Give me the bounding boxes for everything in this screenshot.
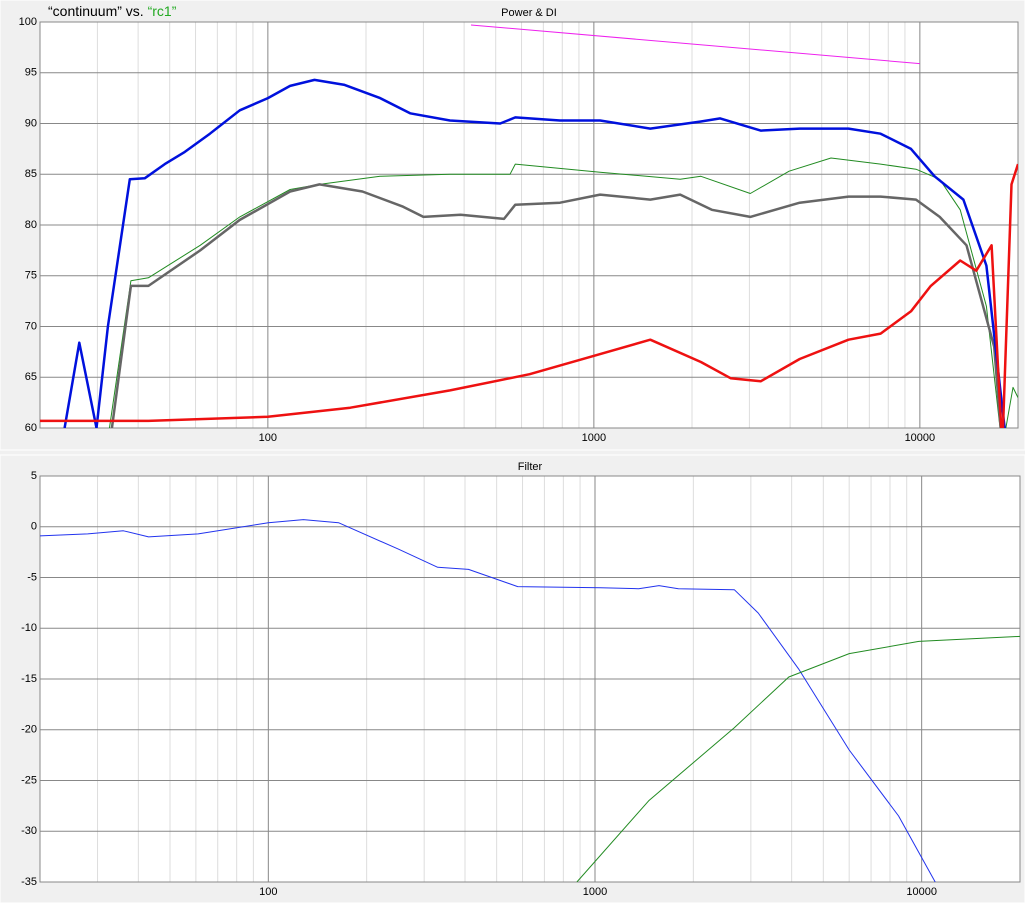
chart-title: Power & DI — [501, 7, 557, 19]
chart-title: Filter — [518, 461, 543, 473]
y-tick-label: 0 — [31, 521, 37, 533]
x-tick-label: 100 — [259, 432, 277, 444]
x-tick-label: 10000 — [906, 886, 937, 898]
x-tick-label: 1000 — [582, 432, 606, 444]
y-tick-label: -15 — [21, 673, 37, 685]
series-group — [40, 24, 1018, 428]
heading-part: “rc1” — [148, 3, 177, 19]
series-line — [40, 519, 936, 882]
series-line — [108, 157, 1018, 428]
series-line — [470, 24, 920, 65]
y-tick-label: 90 — [25, 117, 37, 129]
x-tick-label: 1000 — [583, 886, 607, 898]
x-tick-label: 100 — [259, 886, 277, 898]
y-tick-label: 100 — [19, 16, 37, 28]
y-tick-label: 70 — [25, 320, 37, 332]
y-tick-label: 60 — [25, 422, 37, 434]
y-tick-label: 85 — [25, 168, 37, 180]
y-tick-label: 80 — [25, 219, 37, 231]
y-tick-label: 95 — [25, 67, 37, 79]
y-tick-label: -20 — [21, 724, 37, 736]
y-tick-label: 75 — [25, 270, 37, 282]
heading-part: “continuum” vs. — [48, 3, 148, 19]
series-line — [40, 163, 1018, 428]
chart: 100 1000 10000 -35 -30 -25 -20 -15 -10 -5 0 5 Filter — [0, 454, 1025, 903]
heading: “continuum” vs. “rc1” — [48, 3, 177, 19]
y-tick-label: 65 — [25, 371, 37, 383]
series-line — [576, 635, 1020, 882]
y-tick-label: -25 — [21, 774, 37, 786]
chart: 100 1000 10000 60 65 70 75 80 85 90 95 100 Power & D… — [0, 0, 1025, 451]
y-tick-label: -10 — [21, 622, 37, 634]
y-tick-label: 5 — [31, 470, 37, 482]
series-line — [63, 78, 1006, 428]
plot-border — [39, 475, 1021, 883]
series-line — [110, 183, 1002, 428]
y-tick-label: -35 — [21, 876, 37, 888]
x-tick-label: 10000 — [905, 432, 936, 444]
plot-border — [39, 21, 1019, 429]
y-tick-label: -30 — [21, 825, 37, 837]
series-group — [40, 519, 1020, 882]
y-tick-label: -5 — [27, 571, 37, 583]
